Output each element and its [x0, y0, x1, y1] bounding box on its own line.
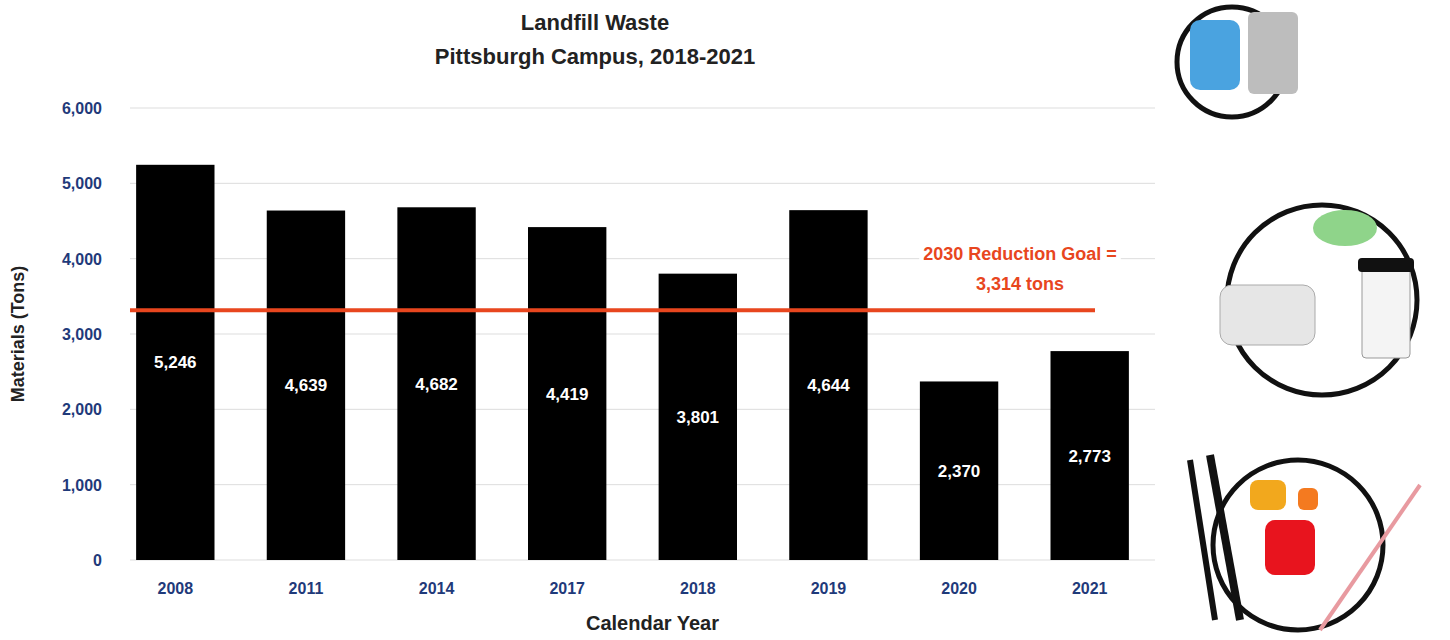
x-axis-title: Calendar Year: [586, 612, 719, 634]
x-tick-label: 2018: [680, 580, 716, 597]
goal-annotation-line: 2030 Reduction Goal =: [923, 244, 1117, 264]
bar: [136, 165, 214, 560]
y-tick-label: 3,000: [62, 326, 102, 343]
y-axis-title: Materials (Tons): [8, 266, 28, 403]
y-tick-label: 6,000: [62, 100, 102, 117]
x-tick-label: 2011: [289, 580, 324, 597]
bar: [267, 211, 345, 560]
grid-line: [130, 183, 1155, 184]
bar: [1051, 351, 1129, 560]
bar: [528, 227, 606, 560]
y-tick-label: 0: [93, 552, 102, 569]
y-tick-label: 4,000: [62, 251, 102, 268]
y-tick-label: 5,000: [62, 175, 102, 192]
bar: [397, 207, 475, 560]
data-label: 4,644: [807, 376, 850, 395]
icon-container: [1220, 285, 1315, 345]
data-label: 4,682: [415, 375, 458, 394]
icon-cup: [1362, 268, 1410, 358]
data-label: 3,801: [677, 408, 720, 427]
icon-piece: [1250, 480, 1286, 510]
grid-line: [130, 108, 1155, 109]
data-label: 4,639: [285, 376, 328, 395]
bar: [920, 381, 998, 560]
y-tick-label: 1,000: [62, 477, 102, 494]
plot-area: [130, 165, 1129, 560]
y-tick-label: 2,000: [62, 401, 102, 418]
x-tick-label: 2020: [941, 580, 977, 597]
data-label: 4,419: [546, 385, 589, 404]
x-tick-label: 2019: [811, 580, 847, 597]
icon-knife: [1210, 455, 1240, 620]
icon-piece: [1265, 520, 1315, 575]
icon-bag: [1190, 20, 1240, 90]
chart: Landfill Waste Pittsburgh Campus, 2018-20…: [0, 0, 1450, 640]
x-tick-label: 2021: [1072, 580, 1108, 597]
data-label: 2,370: [938, 462, 981, 481]
bar: [659, 274, 737, 560]
icon-straw: [1320, 485, 1420, 630]
x-tick-label: 2008: [158, 580, 194, 597]
goal-annotation-line: 3,314 tons: [976, 274, 1064, 294]
title: Landfill Waste: [521, 10, 669, 35]
bar: [789, 210, 867, 560]
goal-annotation: 2030 Reduction Goal = 3,314 tons: [923, 244, 1117, 294]
decoration-icons: [1177, 7, 1420, 630]
icon-pouch: [1248, 12, 1298, 94]
data-label: 2,773: [1068, 447, 1111, 466]
icon-peanuts: [1313, 210, 1377, 246]
data-label: 5,246: [154, 353, 197, 372]
annotation-patch: [919, 242, 1121, 296]
subtitle: Pittsburgh Campus, 2018-2021: [435, 44, 755, 69]
x-tick-label: 2017: [549, 580, 585, 597]
x-tick-label: 2014: [419, 580, 455, 597]
icon-cup-lid: [1358, 258, 1414, 272]
goal-line: [130, 308, 1095, 312]
icon-piece: [1298, 488, 1318, 510]
